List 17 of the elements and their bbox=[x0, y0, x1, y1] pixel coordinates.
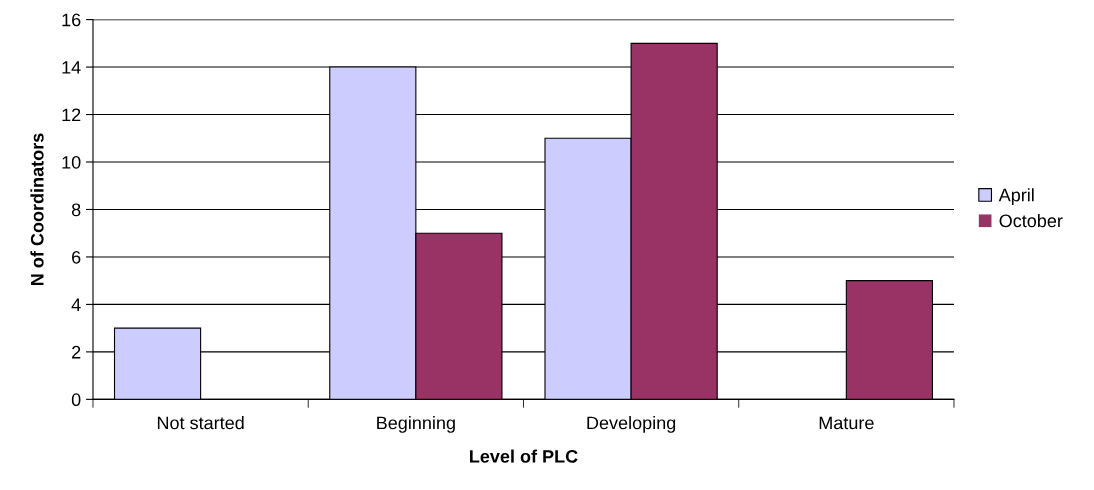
x-tick-label: Beginning bbox=[377, 416, 455, 433]
y-tick-label: 0 bbox=[71, 393, 81, 407]
y-tick-label: 8 bbox=[71, 203, 81, 217]
y-tick-label: 4 bbox=[71, 298, 81, 311]
x-axis-title: Level of PLC bbox=[470, 449, 578, 463]
y-tick-label: 10 bbox=[62, 155, 81, 169]
legend-label: April bbox=[998, 188, 1034, 205]
y-tick-label: 6 bbox=[72, 250, 81, 264]
x-tick-label: Developing bbox=[587, 416, 676, 433]
x-tick-label: Mature bbox=[819, 416, 874, 430]
y-tick-label: 2 bbox=[72, 345, 81, 359]
y-tick-label: 12 bbox=[62, 108, 81, 122]
x-tick-label: Not started bbox=[157, 416, 244, 430]
legend-label: October bbox=[999, 213, 1063, 228]
y-tick-label: 14 bbox=[62, 61, 81, 74]
y-axis-title: N of Coordinators bbox=[30, 133, 44, 285]
y-tick-label: 16 bbox=[62, 13, 81, 27]
